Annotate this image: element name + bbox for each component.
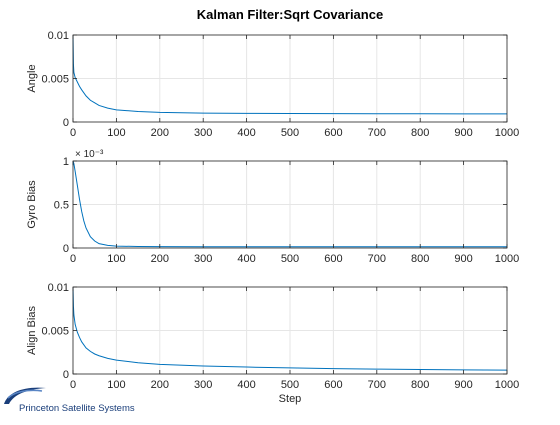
y-tick-label: 1 bbox=[63, 156, 69, 168]
y-tick-label: 0.5 bbox=[54, 200, 69, 212]
y-tick-label: 0.005 bbox=[41, 74, 69, 86]
x-tick-label: 600 bbox=[324, 379, 342, 391]
subplot-group: 0 100 200 300 400 500 600 700 800 900 100000.0050.… bbox=[26, 30, 519, 405]
y-axis-label: Gyro Bias bbox=[26, 180, 38, 229]
x-tick-label: 200 bbox=[151, 253, 169, 265]
y-tick-label: 0 bbox=[63, 243, 69, 255]
x-tick-label: 500 bbox=[281, 127, 299, 139]
princeton-satellite-logo: Princeton Satellite Systems bbox=[4, 388, 135, 414]
x-tick-label: 800 bbox=[411, 379, 429, 391]
subplot-1: 0 100 200 300 400 500 600 700 800 900 1000 0 0.005 0.… bbox=[26, 30, 519, 139]
y-exponent-label: × 10⁻³ bbox=[75, 149, 104, 160]
x-tick-label: 500 bbox=[281, 253, 299, 265]
x-tick-label: 100 bbox=[107, 253, 125, 265]
subplot-3: 0 100 200 300 400 500 600 700 800 900 1000 0 0.005 0.… bbox=[26, 282, 519, 405]
subplot-2: 0 100 200 300 400 500 600 700 800 900 1000 0 0.5 1 × 1… bbox=[26, 149, 519, 265]
x-tick-label: 400 bbox=[237, 379, 255, 391]
x-tick-label: 100 bbox=[107, 127, 125, 139]
x-tick-label: 900 bbox=[454, 127, 472, 139]
x-tick-label: 300 bbox=[194, 253, 212, 265]
y-tick-label: 0 bbox=[63, 369, 69, 381]
x-tick-label: 700 bbox=[368, 379, 386, 391]
logo-text: Princeton Satellite Systems bbox=[19, 403, 135, 414]
x-tick-label: 300 bbox=[194, 127, 212, 139]
x-tick-label: 900 bbox=[454, 379, 472, 391]
x-tick-label: 100 bbox=[107, 379, 125, 391]
y-tick-label: 0 bbox=[63, 117, 69, 129]
x-axis-label: Step bbox=[279, 393, 302, 405]
x-tick-label: 1000 bbox=[495, 379, 519, 391]
x-tick-label: 400 bbox=[237, 127, 255, 139]
x-tick-label: 400 bbox=[237, 253, 255, 265]
x-tick-label: 900 bbox=[454, 253, 472, 265]
x-tick-label: 1000 bbox=[495, 127, 519, 139]
x-tick-label: 300 bbox=[194, 379, 212, 391]
y-tick-label: 0.01 bbox=[48, 30, 69, 42]
x-tick-label: 0 bbox=[70, 379, 76, 391]
y-tick-label: 0.005 bbox=[41, 326, 69, 338]
x-tick-label: 0 bbox=[70, 127, 76, 139]
x-tick-label: 600 bbox=[324, 253, 342, 265]
x-tick-label: 200 bbox=[151, 127, 169, 139]
x-tick-label: 0 bbox=[70, 253, 76, 265]
figure-title: Kalman Filter:Sqrt Covariance bbox=[197, 7, 383, 22]
x-tick-label: 1000 bbox=[495, 253, 519, 265]
x-tick-label: 200 bbox=[151, 379, 169, 391]
y-axis-label: Align Bias bbox=[26, 306, 38, 355]
x-tick-label: 500 bbox=[281, 379, 299, 391]
x-tick-label: 800 bbox=[411, 127, 429, 139]
x-tick-label: 700 bbox=[368, 253, 386, 265]
x-tick-label: 800 bbox=[411, 253, 429, 265]
x-tick-label: 600 bbox=[324, 127, 342, 139]
y-tick-label: 0.01 bbox=[48, 282, 69, 294]
y-axis-label: Angle bbox=[26, 64, 38, 92]
x-tick-label: 700 bbox=[368, 127, 386, 139]
